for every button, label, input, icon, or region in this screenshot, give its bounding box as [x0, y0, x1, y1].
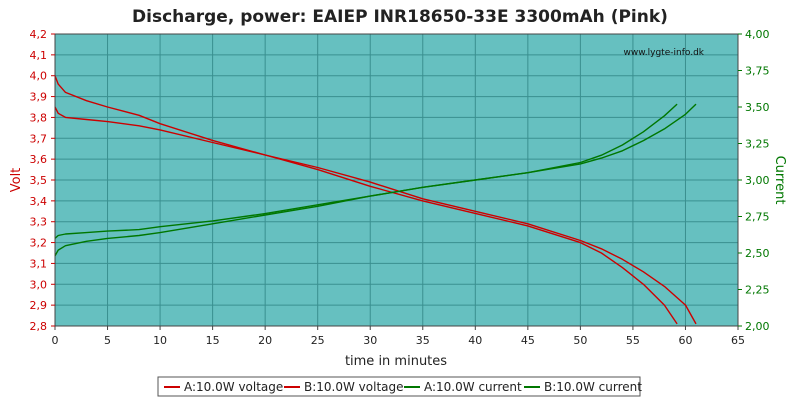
- x-tick-label: 40: [468, 334, 482, 347]
- y-left-tick-label: 3,3: [30, 216, 48, 229]
- y-left-tick-label: 4,0: [30, 70, 48, 83]
- x-tick-label: 60: [678, 334, 692, 347]
- x-tick-label: 65: [731, 334, 745, 347]
- y-left-tick-label: 4,2: [30, 28, 48, 41]
- y-left-tick-label: 2,8: [30, 320, 48, 333]
- y-right-tick-label: 4,00: [745, 28, 770, 41]
- legend-label: A:10.0W voltage: [184, 380, 283, 394]
- x-tick-label: 20: [258, 334, 272, 347]
- y-right-axis-label: Current: [772, 156, 787, 205]
- y-left-tick-label: 3,8: [30, 111, 48, 124]
- x-tick-label: 50: [573, 334, 587, 347]
- y-right-axis-ticks: 2,00 2,25 2,50 2,75 3,00 3,25 3,50 3,75 4,00: [738, 28, 770, 333]
- y-left-tick-label: 3,7: [30, 132, 48, 145]
- y-left-axis-ticks: 2,8 2,9 3,0 3,1 3,2 3,3 3,4 3,5 3,6 3,7 3,8 3,9 4,0 4…: [30, 28, 55, 333]
- y-left-tick-label: 2,9: [30, 299, 48, 312]
- series-line-1: [54, 106, 678, 325]
- y-left-axis-label: Volt: [9, 168, 24, 193]
- y-right-tick-label: 2,75: [745, 211, 770, 224]
- y-left-tick-label: 3,6: [30, 153, 48, 166]
- x-tick-label: 55: [626, 334, 640, 347]
- series-line-4: [54, 103, 697, 257]
- y-right-tick-label: 2,00: [745, 320, 770, 333]
- y-right-tick-label: 3,50: [745, 101, 770, 114]
- legend-label: B:10.0W current: [544, 380, 642, 394]
- y-left-tick-label: 3,2: [30, 237, 48, 250]
- y-left-tick-label: 3,4: [30, 195, 48, 208]
- x-tick-label: 0: [52, 334, 59, 347]
- x-tick-label: 25: [311, 334, 325, 347]
- watermark: www.lygte-info.dk: [624, 48, 705, 58]
- chart-title: Discharge, power: EAIEP INR18650-33E 330…: [132, 7, 668, 27]
- y-right-tick-label: 3,00: [745, 174, 770, 187]
- legend-label: B:10.0W voltage: [304, 380, 404, 394]
- y-right-tick-label: 3,75: [745, 65, 770, 78]
- series-line-2: [54, 75, 697, 325]
- x-tick-label: 15: [206, 334, 220, 347]
- x-tick-label: 35: [416, 334, 430, 347]
- legend-label: A:10.0W current: [424, 380, 522, 394]
- x-axis-label: time in minutes: [345, 354, 447, 369]
- legend-box: [157, 376, 641, 397]
- x-tick-label: 5: [104, 334, 111, 347]
- y-left-tick-label: 3,9: [30, 91, 48, 104]
- series-line-3: [54, 103, 678, 239]
- x-tick-label: 10: [153, 334, 167, 347]
- y-left-tick-label: 3,5: [30, 174, 48, 187]
- y-right-tick-label: 2,50: [745, 247, 770, 260]
- x-axis-ticks: 0 5 10 15 20 25 30 35 40 45 50 55 60 65: [52, 326, 745, 347]
- series-lines: [54, 75, 697, 325]
- y-left-tick-label: 4,1: [30, 49, 48, 62]
- y-left-tick-label: 3,1: [30, 257, 48, 270]
- y-left-tick-label: 3,0: [30, 278, 48, 291]
- x-tick-label: 30: [363, 334, 377, 347]
- x-tick-label: 45: [521, 334, 535, 347]
- y-right-tick-label: 2,25: [745, 284, 770, 297]
- y-right-tick-label: 3,25: [745, 138, 770, 151]
- legend: A:10.0W voltage B:10.0W voltage A:10.0W cu…: [157, 376, 642, 397]
